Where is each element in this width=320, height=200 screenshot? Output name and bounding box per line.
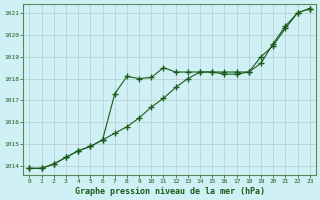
X-axis label: Graphe pression niveau de la mer (hPa): Graphe pression niveau de la mer (hPa) [75, 187, 265, 196]
